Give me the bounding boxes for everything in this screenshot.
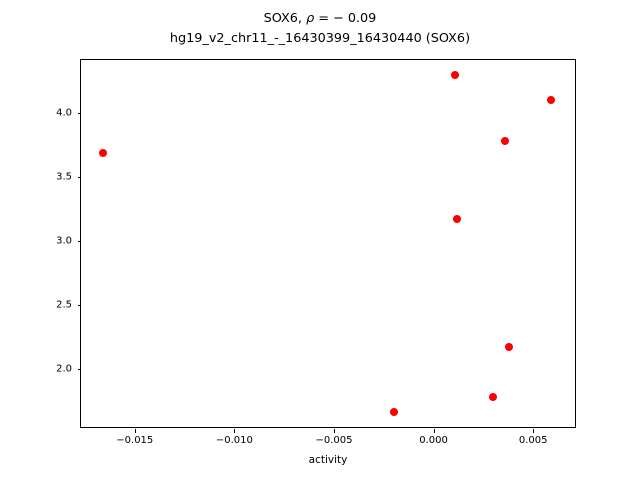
y-axis-tick [77, 177, 81, 178]
chart-title-line-2: hg19_v2_chr11_-_16430399_16430440 (SOX6) [169, 31, 471, 46]
y-axis-tick-label: 3.5 [56, 171, 72, 183]
title-rho-value: = − 0.09 [314, 11, 377, 26]
x-axis-tick [234, 429, 236, 433]
x-axis-tick [333, 429, 335, 433]
y-axis-tick [77, 368, 81, 370]
x-axis-tick [533, 429, 535, 433]
scatter-point [489, 392, 498, 401]
x-axis-tick-label: −0.015 [116, 435, 154, 446]
y-axis-tick [77, 113, 81, 115]
y-axis-tick-label: 2.5 [56, 299, 72, 311]
plot-axes-frame: −0.015 −0.010 −0.005 0.000 0.005 2.0 2.5 3.0 3.5… [56, 59, 576, 446]
y-axis-tick [77, 240, 81, 242]
title-gene-rho-prefix: SOX6, [263, 11, 307, 26]
chart-title: SOX6, ρ = − 0.09 hg19_v2_chr11_-_1643039… [0, 9, 640, 49]
x-axis-tick-label: −0.010 [215, 435, 253, 446]
scatter-point [98, 148, 107, 157]
x-axis-tick-label: 0.005 [518, 435, 548, 446]
scatter-point [547, 96, 556, 105]
x-axis-tick-label: 0.000 [419, 435, 448, 446]
y-axis-tick [77, 304, 81, 306]
scatter-point [451, 70, 460, 79]
scatter-point [389, 408, 398, 417]
x-axis-tick-label: −0.005 [315, 435, 353, 446]
x-axis-tick [433, 429, 435, 433]
y-axis-tick-label: 2.0 [56, 363, 72, 375]
scatter-point [505, 343, 514, 352]
rho-symbol: ρ [306, 11, 315, 26]
chart-title-line-1: SOX6, ρ = − 0.09 [0, 9, 640, 29]
y-axis-tick-label: 4.0 [56, 107, 72, 119]
plot-data-area [81, 60, 575, 427]
y-axis-tick-label: 3.0 [56, 235, 72, 247]
scatter-point [501, 137, 510, 146]
x-axis-label: activity [308, 454, 348, 466]
x-axis-tick [134, 429, 136, 433]
scatter-point [453, 215, 462, 224]
y-axis-label: expression (log2tpm) [0, 0, 22, 103]
